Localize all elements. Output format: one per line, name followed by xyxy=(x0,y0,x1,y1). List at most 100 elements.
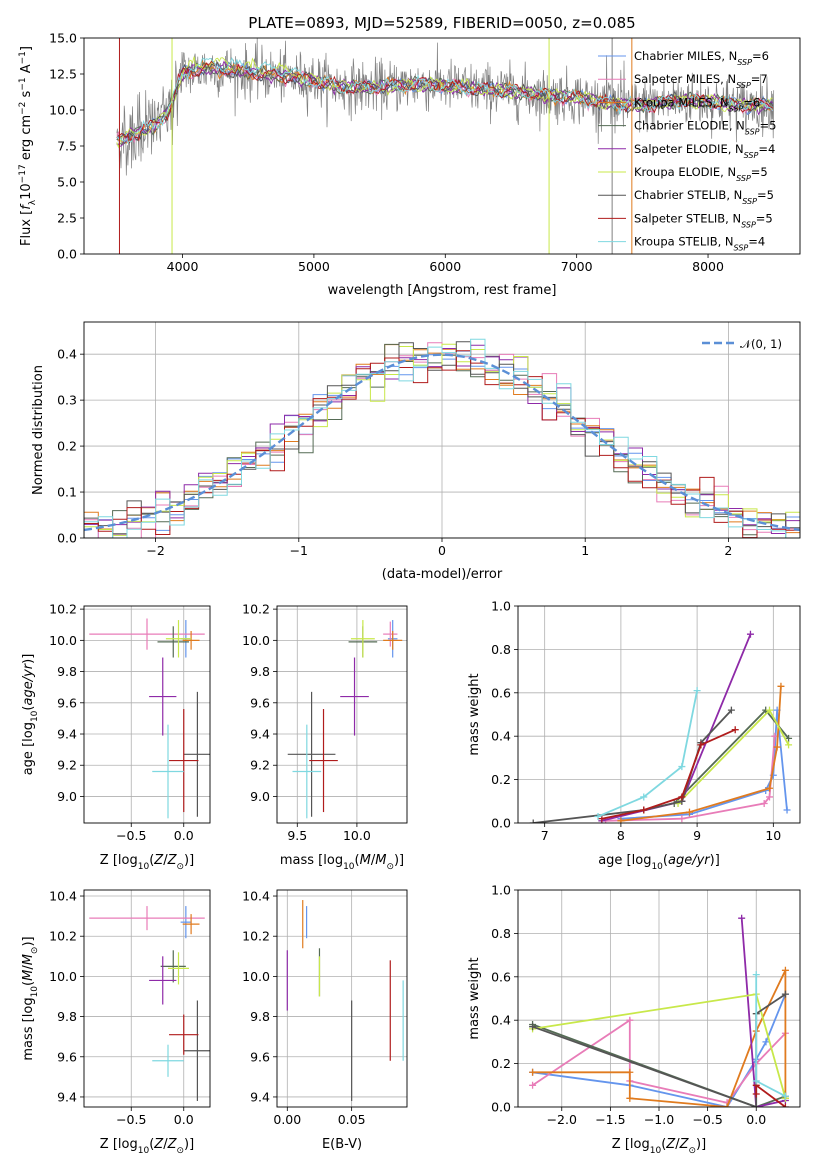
weight-marker xyxy=(746,630,754,638)
x-tick-label: 8 xyxy=(617,828,625,843)
x-tick-label: 10.0 xyxy=(343,828,371,843)
y-tick-label: 0.4 xyxy=(57,347,77,362)
legend-label: Salpeter STELIB, NSSP=5 xyxy=(634,211,773,229)
x-axis-label: (data-model)/error xyxy=(382,567,503,582)
axes-frame xyxy=(83,605,211,824)
axes-frame xyxy=(83,889,211,1108)
y-tick-label: 0.0 xyxy=(57,531,77,546)
y-tick-label: 10.2 xyxy=(242,929,270,944)
weight-marker xyxy=(678,793,686,801)
legend-label: Chabrier ELODIE, NSSP=5 xyxy=(634,119,776,137)
plot-area xyxy=(277,890,407,1107)
x-tick-label: 9 xyxy=(693,828,701,843)
plot-area xyxy=(518,890,800,1107)
y-tick-label: 0.1 xyxy=(57,485,77,500)
y-tick-label: 9.8 xyxy=(57,1009,77,1024)
y-tick-label: 10.0 xyxy=(242,633,270,648)
axes-frame xyxy=(83,321,801,539)
x-tick-label: −2 xyxy=(146,543,164,558)
y-tick-label: 10.0 xyxy=(242,969,270,984)
weight-marker xyxy=(781,966,789,974)
plot-area xyxy=(84,606,210,823)
y-tick-label: 9.8 xyxy=(250,1009,270,1024)
y-tick-label: 9.6 xyxy=(250,695,270,710)
axes-frame xyxy=(276,605,408,824)
y-tick-label: 0.4 xyxy=(491,1013,511,1028)
y-tick-label: 10.0 xyxy=(49,633,77,648)
weight-marker xyxy=(781,1103,789,1107)
y-axis-label: mass weight xyxy=(467,673,482,755)
y-tick-label: 1.0 xyxy=(491,599,511,614)
panel-mass_vs_Z: −0.5 0.0 9.4 9.6 9.8 10.0 10.2 10.4 xyxy=(49,889,211,1127)
y-tick-label: 10.4 xyxy=(242,889,270,904)
weight-line-kroupa-elodie xyxy=(677,708,790,805)
weight-marker xyxy=(693,687,701,695)
y-tick-label: 7.5 xyxy=(57,139,77,154)
axes-frame xyxy=(83,37,801,255)
weight-marker xyxy=(785,734,793,742)
y-tick-label: 9.2 xyxy=(57,758,77,773)
figure-title: PLATE=0893, MJD=52589, FIBERID=0050, z=0… xyxy=(248,14,635,32)
weight-marker xyxy=(766,793,774,801)
weight-marker xyxy=(752,1103,760,1107)
plot-area xyxy=(518,606,800,823)
y-tick-label: 9.6 xyxy=(57,1049,77,1064)
axes-frame xyxy=(276,889,408,1108)
weight-marker xyxy=(752,971,760,979)
y-tick-label: 0.2 xyxy=(491,1056,511,1071)
x-tick-label: 5000 xyxy=(298,259,330,274)
y-tick-label: 0.6 xyxy=(491,969,511,984)
x-tick-label: −1.5 xyxy=(595,1112,625,1127)
y-tick-label: 10.0 xyxy=(49,969,77,984)
weight-marker xyxy=(598,815,606,823)
weight-marker xyxy=(762,1038,770,1046)
y-tick-label: 0.2 xyxy=(57,439,77,454)
y-tick-label: 0.6 xyxy=(491,685,511,700)
y-axis-label: age [log10(age/yr)] xyxy=(21,654,40,776)
x-axis-label: wavelength [Angstrom, rest frame] xyxy=(328,283,557,298)
y-tick-label: 10.0 xyxy=(49,103,77,118)
legend-label: Salpeter ELODIE, NSSP=4 xyxy=(634,142,775,160)
x-tick-label: 1 xyxy=(581,543,589,558)
x-tick-label: 0 xyxy=(438,543,446,558)
y-tick-label: 9.4 xyxy=(57,1089,77,1104)
weight-marker xyxy=(781,990,789,998)
weight-marker xyxy=(594,812,602,820)
y-tick-label: 9.4 xyxy=(250,1089,270,1104)
y-tick-label: 10.2 xyxy=(49,602,77,617)
panel-age_vs_mass: 9.5 10.0 9.0 9.2 9.4 9.6 9.8 10.0 10.2 xyxy=(242,602,408,843)
weight-line-chabrier-miles xyxy=(620,710,788,820)
x-axis-label: Z [log10(Z/Z⊙)] xyxy=(100,1137,194,1156)
x-axis-label: E(B-V) xyxy=(322,1137,362,1152)
x-tick-label: 0.00 xyxy=(273,1112,301,1127)
panel-weight_vs_Z: −2.0 −1.5 −1.0 −0.5 0.0 0.0 0.2 0.4 0.6 0.8 1.0 xyxy=(491,883,801,1127)
y-tick-label: 9.0 xyxy=(57,789,77,804)
y-axis-label: Normed distribution xyxy=(31,365,46,495)
y-tick-label: 5.0 xyxy=(57,175,77,190)
y-tick-label: 0.0 xyxy=(491,816,511,831)
weight-marker xyxy=(678,763,686,771)
y-tick-label: 9.6 xyxy=(250,1049,270,1064)
weight-marker xyxy=(783,806,791,814)
x-tick-label: 7 xyxy=(541,828,549,843)
weight-marker xyxy=(529,1023,537,1031)
weight-marker xyxy=(777,682,785,690)
weight-marker xyxy=(785,741,793,749)
legend-label: Kroupa ELODIE, NSSP=5 xyxy=(634,165,768,183)
y-tick-label: 0.3 xyxy=(57,393,77,408)
x-tick-label: −1.0 xyxy=(644,1112,674,1127)
x-tick-label: −0.5 xyxy=(116,1112,146,1127)
x-tick-label: 8000 xyxy=(692,259,724,274)
weight-marker xyxy=(727,706,735,714)
model-line-salpeter-elodie xyxy=(116,60,774,147)
legend-label: Chabrier MILES, NSSP=6 xyxy=(634,49,769,67)
y-tick-label: 0.2 xyxy=(491,772,511,787)
panel-mass_vs_ebv: 0.00 0.05 9.4 9.6 9.8 10.0 10.2 10.4 xyxy=(242,889,408,1127)
weight-marker xyxy=(626,1068,634,1076)
y-tick-label: 10.2 xyxy=(242,602,270,617)
weight-marker xyxy=(752,1077,760,1085)
normal-curve xyxy=(84,353,800,532)
panel-age_vs_Z: −0.5 0.0 9.0 9.2 9.4 9.6 9.8 10.0 10.2 xyxy=(49,602,211,843)
x-tick-label: 2 xyxy=(724,543,732,558)
